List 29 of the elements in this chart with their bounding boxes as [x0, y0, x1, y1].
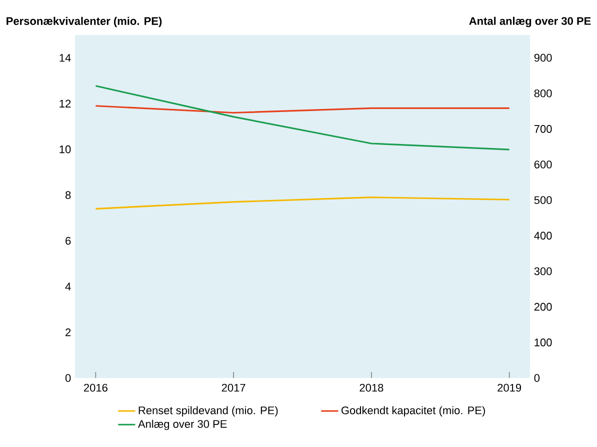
y2-tick-label: 300 [534, 267, 552, 276]
line-series [94, 196, 510, 210]
y2-tick-label: 600 [534, 160, 552, 168]
y-tick-label: 14 [60, 54, 71, 62]
y-tick-label: 12 [60, 100, 71, 108]
y-tick-label: 10 [60, 145, 71, 154]
y2-tick-label: 500 [534, 196, 552, 204]
y2-tick-label: 200 [534, 302, 552, 311]
y2-tick-label: 400 [534, 232, 552, 240]
y-tick-label: 8 [66, 191, 71, 199]
y-axis-title: Personækvivalenter (mio. PE) [6, 16, 162, 28]
y-tick-label: 0 [65, 374, 71, 382]
x-tick-label: 2017 [222, 384, 246, 392]
y2-tick-label: 100 [534, 338, 552, 346]
line-series [94, 85, 510, 150]
y2-tick-label: 0 [534, 374, 540, 382]
legend-label: Renset spildevand (mio. PE) [138, 406, 278, 416]
legend-label: Anlæg over 30 PE [138, 420, 227, 430]
x-tick-label: 2018 [360, 384, 384, 392]
y2-tick-label: 900 [534, 54, 552, 62]
y2-tick-label: 700 [534, 125, 552, 133]
x-tick-label: 2019 [498, 384, 522, 392]
y-tick-label: 6 [66, 236, 71, 245]
x-tick-label: 2016 [84, 384, 108, 392]
legend-label: Godkendt kapacitet (mio. PE) [342, 406, 485, 416]
y-tick-label: 4 [65, 282, 71, 290]
y-tick-label: 2 [66, 328, 71, 336]
y2-tick-label: 800 [534, 89, 552, 98]
y2-axis-title: Antal anlæg over 30 PE [469, 16, 591, 28]
